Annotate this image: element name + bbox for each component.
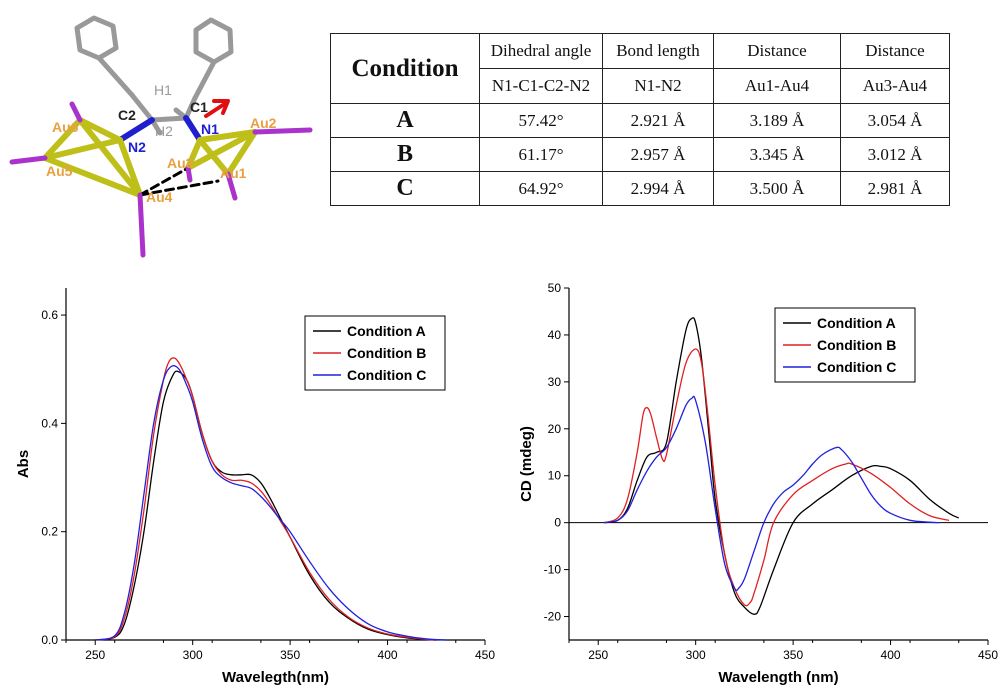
y-axis-label: CD (mdeg) [518,426,535,502]
x-tick-label: 300 [183,648,203,662]
header-bond-line2: N1-N2 [602,68,714,104]
y-tick-label: 30 [548,375,562,389]
table-row: B 61.17° 2.957 Å 3.345 Å 3.012 Å [330,137,950,172]
legend-label: Condition B [347,345,426,361]
atom-label-n2: N2 [128,139,146,155]
atom-label-au4: Au4 [146,189,173,205]
y-tick-label: 20 [548,422,562,436]
y-tick-label: 0 [554,516,561,530]
legend-label: Condition B [817,337,896,353]
header-dihedral-line2: N1-C1-C2-N2 [479,68,603,104]
cd-spectrum-chart: 250 300 350 400 450 -20 -10 0 10 20 30 40 50 Waveleng… [518,281,998,686]
legend-label: Condition A [817,315,896,331]
table-row: C 64.92° 2.994 Å 3.500 Å 2.981 Å [330,171,950,206]
series-line-a [603,317,960,615]
header-distance1-line2: Au1-Au4 [713,68,841,104]
table-cell: 3.054 Å [840,103,950,138]
header-distance2-line1: Distance [840,33,950,69]
absorbance-chart: 250 300 350 400 450 0.0 0.2 0.4 0.6 Wavelegth(nm)… [15,288,495,686]
atom-label-c2: C2 [118,107,136,123]
x-tick-label: 400 [378,648,398,662]
x-tick-label: 450 [475,648,495,662]
right-phenyl-ring [183,17,234,121]
table-cell: 64.92° [479,171,603,206]
y-tick-label: -20 [544,610,562,624]
series-line-c [603,395,940,592]
atom-label-au3: Au3 [167,155,194,171]
table-cell: 57.42° [479,103,603,138]
atom-label-au6: Au6 [52,119,79,135]
structural-parameters-table: Condition Dihedral angle Bond length Dis… [330,33,950,206]
table-cell: 3.500 Å [713,171,841,206]
table-cell: 2.957 Å [602,137,714,172]
y-tick-label: 0.2 [41,525,58,539]
y-tick-label: 0.6 [41,308,58,322]
legend-label: Condition C [347,367,426,383]
x-tick-label: 450 [978,648,998,662]
legend-label: Condition A [347,323,426,339]
header-distance2-line2: Au3-Au4 [840,68,950,104]
atom-label-au1: Au1 [220,165,247,181]
table-cell: 2.981 Å [840,171,950,206]
y-tick-label: 0.0 [41,633,58,647]
atom-label-n1: N1 [201,121,219,137]
header-distance1-line1: Distance [713,33,841,69]
y-tick-label: -10 [544,563,562,577]
direction-arrow [204,99,230,118]
y-tick-label: 40 [548,328,562,342]
series-line-c [95,365,447,641]
y-tick-label: 50 [548,281,562,295]
row-label: A [330,103,480,138]
row-label: B [330,137,480,172]
header-bond-line1: Bond length [602,33,714,69]
table-cell: 61.17° [479,137,603,172]
header-dihedral-line1: Dihedral angle [479,33,603,69]
x-tick-label: 300 [686,648,706,662]
row-label: C [330,171,480,206]
legend-label: Condition C [817,359,896,375]
table-cell: 3.012 Å [840,137,950,172]
series-line-b [95,357,437,641]
table-row: A 57.42° 2.921 Å 3.189 Å 3.054 Å [330,103,950,138]
atom-label-h2: H2 [155,123,173,139]
x-axis-label: Wavelength (nm) [718,669,838,686]
x-tick-label: 350 [783,648,803,662]
x-tick-label: 400 [881,648,901,662]
left-phenyl-ring [74,15,155,123]
table-cell: 3.345 Å [713,137,841,172]
x-axis-label: Wavelegth(nm) [222,669,329,686]
y-axis-label: Abs [15,450,32,478]
atom-label-h1: H1 [154,82,172,98]
x-tick-label: 250 [85,648,105,662]
atom-label-au5: Au5 [46,163,73,179]
series-line-a [95,370,437,641]
table-cell: 3.189 Å [713,103,841,138]
atom-label-au2: Au2 [250,115,277,131]
y-tick-label: 10 [548,469,562,483]
series-line-b [603,348,950,607]
y-tick-label: 0.4 [41,416,58,430]
atom-label-c1: C1 [190,99,208,115]
x-tick-label: 250 [588,648,608,662]
table-cell: 2.921 Å [602,103,714,138]
table-cell: 2.994 Å [602,171,714,206]
molecular-structure: H1 C2 C1 H2 N1 N2 Au1 Au2 Au3 Au4 Au5 Au… [9,15,313,258]
table-corner-header: Condition [330,33,480,104]
x-tick-label: 350 [280,648,300,662]
